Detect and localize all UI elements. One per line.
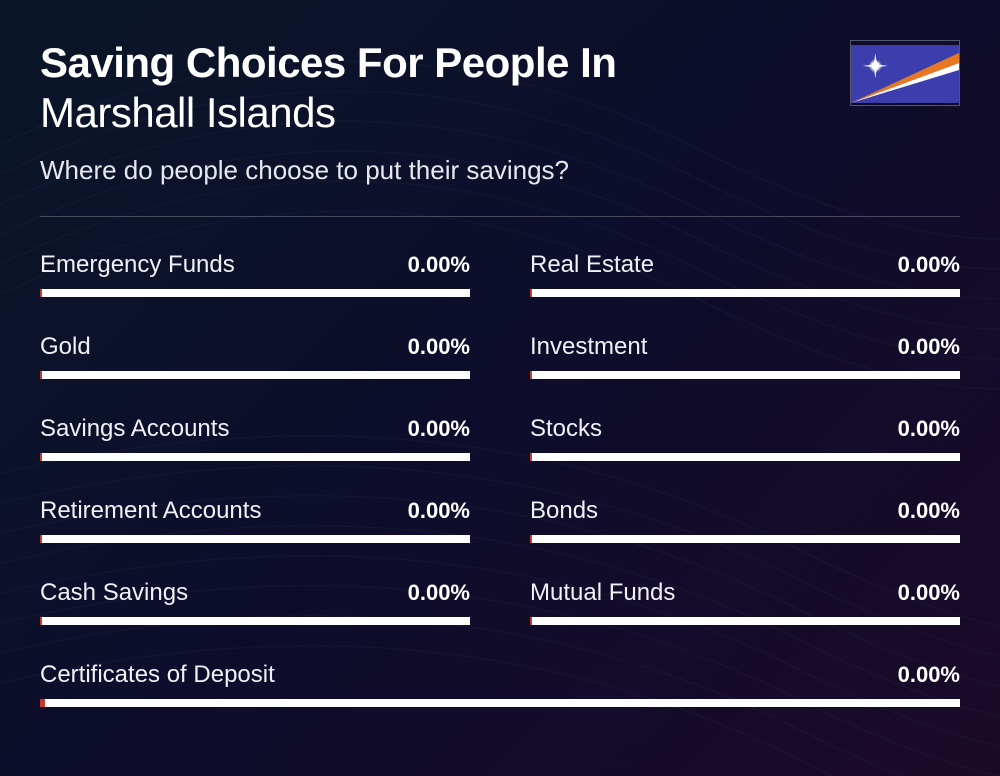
saving-item: Emergency Funds 0.00%: [40, 251, 470, 297]
saving-item: Cash Savings 0.00%: [40, 579, 470, 625]
progress-fill: [530, 289, 532, 297]
item-value: 0.00%: [898, 498, 960, 524]
progress-fill: [40, 453, 42, 461]
progress-bar: [530, 617, 960, 625]
item-row: Bonds 0.00%: [530, 497, 960, 525]
saving-item: Real Estate 0.00%: [530, 251, 960, 297]
saving-item: Gold 0.00%: [40, 333, 470, 379]
progress-fill: [40, 289, 42, 297]
progress-bar: [40, 371, 470, 379]
item-value: 0.00%: [408, 416, 470, 442]
progress-bar: [40, 289, 470, 297]
progress-bar: [530, 289, 960, 297]
item-value: 0.00%: [898, 662, 960, 688]
item-row: Gold 0.00%: [40, 333, 470, 361]
progress-bar: [530, 453, 960, 461]
progress-bar: [530, 535, 960, 543]
item-label: Retirement Accounts: [40, 497, 261, 525]
progress-bar: [530, 371, 960, 379]
item-row: Emergency Funds 0.00%: [40, 251, 470, 279]
item-value: 0.00%: [898, 416, 960, 442]
flag-marshall-islands: [850, 40, 960, 106]
item-row: Real Estate 0.00%: [530, 251, 960, 279]
item-row: Stocks 0.00%: [530, 415, 960, 443]
saving-item: Stocks 0.00%: [530, 415, 960, 461]
saving-item: Investment 0.00%: [530, 333, 960, 379]
item-label: Mutual Funds: [530, 579, 675, 607]
progress-bar: [40, 699, 960, 707]
item-label: Stocks: [530, 415, 602, 443]
saving-item: Certificates of Deposit 0.00%: [40, 661, 960, 707]
item-value: 0.00%: [898, 252, 960, 278]
item-value: 0.00%: [898, 334, 960, 360]
item-row: Investment 0.00%: [530, 333, 960, 361]
progress-fill: [530, 371, 532, 379]
title-line1: Saving Choices For People In: [40, 40, 830, 86]
progress-fill: [40, 535, 42, 543]
item-label: Real Estate: [530, 251, 654, 279]
progress-fill: [530, 617, 532, 625]
progress-fill: [40, 699, 45, 707]
progress-fill: [40, 617, 42, 625]
progress-fill: [530, 453, 532, 461]
item-label: Bonds: [530, 497, 598, 525]
title-block: Saving Choices For People In Marshall Is…: [40, 40, 830, 139]
item-value: 0.00%: [408, 334, 470, 360]
item-label: Emergency Funds: [40, 251, 235, 279]
item-row: Cash Savings 0.00%: [40, 579, 470, 607]
item-label: Certificates of Deposit: [40, 661, 275, 689]
items-grid: Emergency Funds0.00%Real Estate0.00%Gold…: [40, 251, 960, 707]
item-label: Gold: [40, 333, 91, 361]
item-row: Mutual Funds 0.00%: [530, 579, 960, 607]
item-value: 0.00%: [898, 580, 960, 606]
progress-fill: [40, 371, 42, 379]
divider: [40, 216, 960, 217]
title-line2: Marshall Islands: [40, 88, 830, 138]
flag-icon: [851, 41, 960, 106]
progress-bar: [40, 617, 470, 625]
item-row: Retirement Accounts 0.00%: [40, 497, 470, 525]
item-row: Certificates of Deposit 0.00%: [40, 661, 960, 689]
header: Saving Choices For People In Marshall Is…: [40, 40, 960, 186]
title-row: Saving Choices For People In Marshall Is…: [40, 40, 960, 139]
progress-bar: [40, 453, 470, 461]
saving-item: Bonds 0.00%: [530, 497, 960, 543]
item-value: 0.00%: [408, 580, 470, 606]
progress-fill: [530, 535, 532, 543]
saving-item: Savings Accounts 0.00%: [40, 415, 470, 461]
item-value: 0.00%: [408, 252, 470, 278]
item-label: Cash Savings: [40, 579, 188, 607]
item-label: Investment: [530, 333, 647, 361]
progress-bar: [40, 535, 470, 543]
item-label: Savings Accounts: [40, 415, 229, 443]
item-row: Savings Accounts 0.00%: [40, 415, 470, 443]
subtitle: Where do people choose to put their savi…: [40, 155, 960, 186]
item-value: 0.00%: [408, 498, 470, 524]
saving-item: Retirement Accounts 0.00%: [40, 497, 470, 543]
saving-item: Mutual Funds 0.00%: [530, 579, 960, 625]
